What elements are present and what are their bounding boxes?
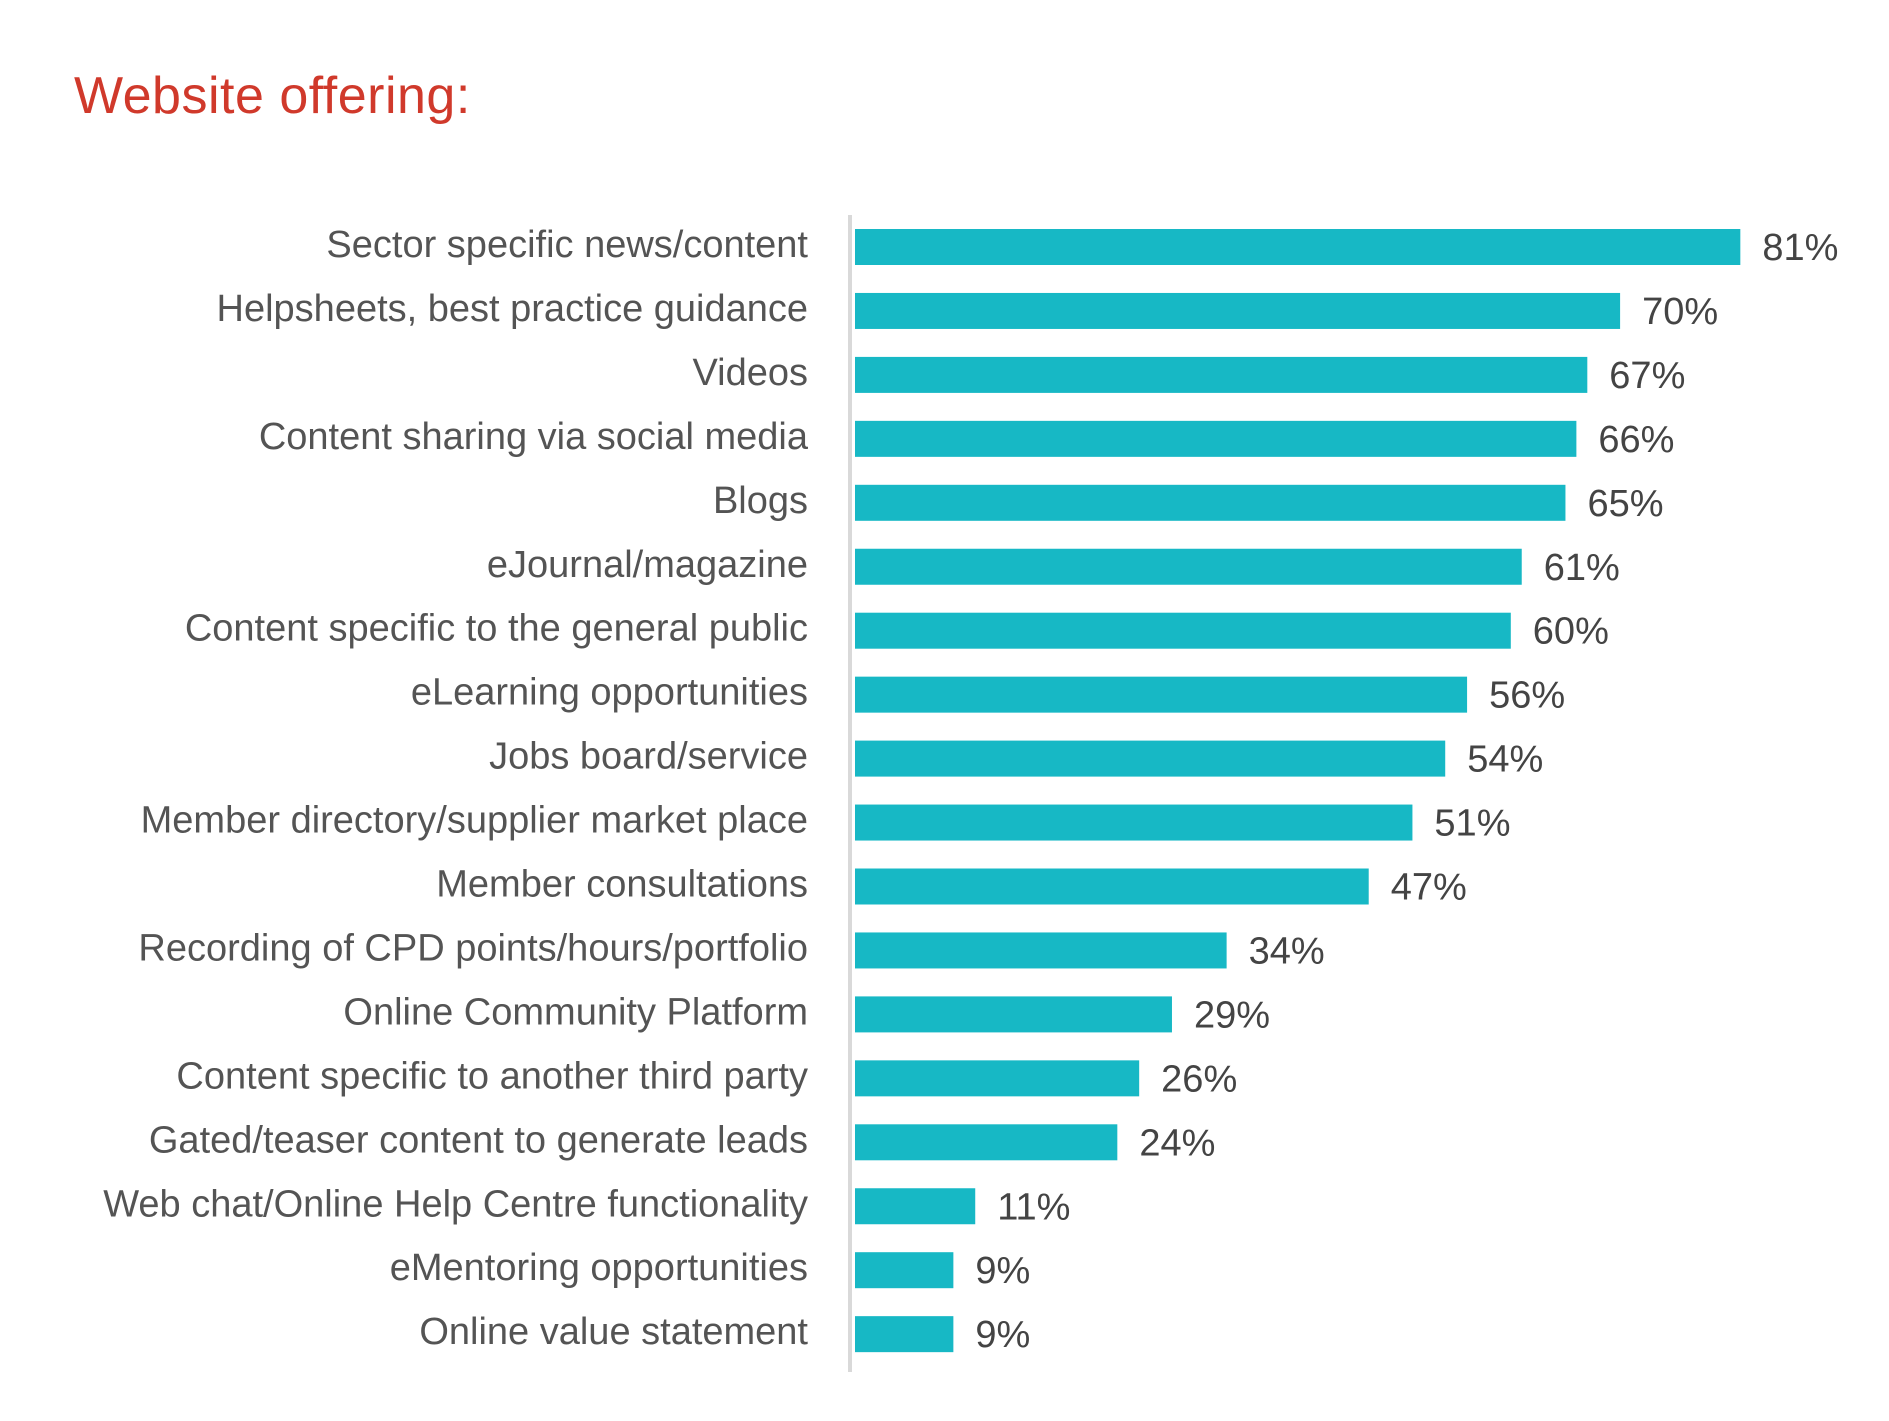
bar — [855, 612, 1511, 649]
category-label: Content sharing via social media — [259, 416, 809, 458]
category-label: Content specific to the general public — [185, 608, 808, 650]
category-label: Helpsheets, best practice guidance — [217, 288, 808, 330]
bar — [855, 1060, 1140, 1097]
bar — [855, 548, 1522, 585]
value-label: 26% — [1161, 1058, 1237, 1100]
category-label: Jobs board/service — [489, 736, 808, 778]
category-label: Videos — [692, 352, 808, 394]
category-label: Member consultations — [436, 864, 808, 906]
value-label: 11% — [997, 1186, 1070, 1228]
bar — [855, 484, 1566, 521]
value-label: 81% — [1762, 227, 1838, 269]
category-label: Online value statement — [419, 1311, 808, 1353]
category-label: Sector specific news/content — [326, 224, 808, 266]
bar — [855, 292, 1621, 329]
value-label: 67% — [1609, 355, 1685, 397]
value-label: 51% — [1434, 803, 1510, 845]
bar — [855, 1316, 954, 1353]
value-label: 65% — [1587, 483, 1663, 525]
value-label: 29% — [1194, 994, 1270, 1036]
category-label: Gated/teaser content to generate leads — [149, 1119, 808, 1161]
bar — [855, 356, 1588, 393]
chart-title: Website offering: — [74, 67, 471, 125]
value-label: 47% — [1391, 867, 1467, 909]
value-label: 66% — [1598, 419, 1674, 461]
bar — [855, 804, 1413, 841]
value-label: 24% — [1139, 1122, 1215, 1164]
value-label: 70% — [1642, 291, 1718, 333]
category-label: Member directory/supplier market place — [141, 800, 808, 842]
category-label: Recording of CPD points/hours/portfolio — [138, 927, 808, 969]
category-label: Blogs — [713, 480, 808, 522]
bar — [855, 740, 1446, 777]
bar — [855, 932, 1227, 969]
bar — [855, 420, 1577, 457]
category-label: Online Community Platform — [343, 991, 808, 1033]
value-label: 56% — [1489, 675, 1565, 717]
bar — [855, 868, 1369, 905]
value-label: 9% — [975, 1250, 1030, 1292]
category-label: Web chat/Online Help Centre functionalit… — [103, 1183, 808, 1225]
value-label: 60% — [1533, 611, 1609, 653]
category-label: eLearning opportunities — [411, 672, 808, 714]
category-label: eJournal/magazine — [487, 544, 808, 586]
value-label: 61% — [1544, 547, 1620, 589]
bar — [855, 1124, 1118, 1161]
bar — [855, 676, 1468, 713]
value-label: 9% — [975, 1314, 1030, 1356]
bar — [855, 996, 1172, 1033]
category-label: Content specific to another third party — [176, 1055, 808, 1097]
value-label: 54% — [1467, 739, 1543, 781]
bar — [855, 1188, 976, 1225]
value-label: 34% — [1249, 930, 1325, 972]
bar — [855, 1252, 954, 1289]
bar — [855, 229, 1741, 265]
category-label: eMentoring opportunities — [390, 1247, 808, 1289]
